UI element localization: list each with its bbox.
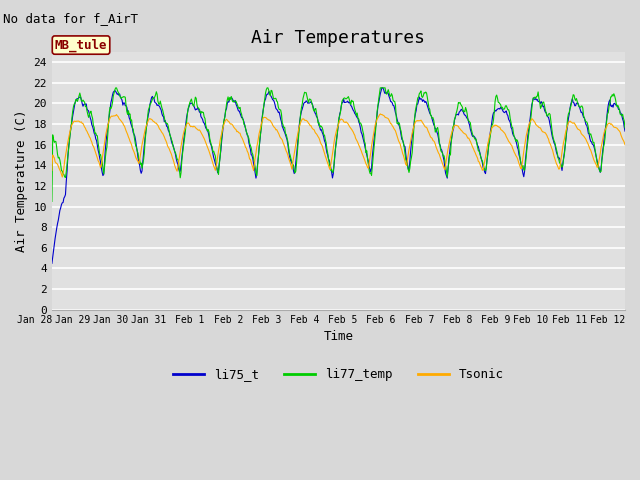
Title: Air Temperatures: Air Temperatures [252, 29, 426, 48]
X-axis label: Time: Time [323, 330, 353, 343]
Y-axis label: Air Temperature (C): Air Temperature (C) [15, 109, 28, 252]
Text: MB_tule: MB_tule [55, 38, 108, 52]
Text: No data for f_AirT: No data for f_AirT [3, 12, 138, 25]
Legend: li75_t, li77_temp, Tsonic: li75_t, li77_temp, Tsonic [168, 363, 509, 386]
